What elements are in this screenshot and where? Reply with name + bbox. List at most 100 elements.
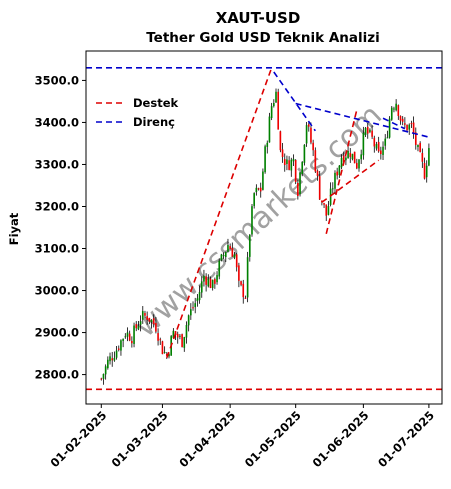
- candle-body: [408, 124, 411, 130]
- candle-body: [192, 307, 194, 309]
- candle-body: [257, 188, 260, 190]
- candle-body: [310, 127, 312, 143]
- candle-body: [144, 313, 146, 316]
- candle-body: [382, 146, 384, 155]
- chart-title: XAUT-USD: [216, 9, 301, 27]
- y-tick-label: 2900.0: [35, 326, 79, 340]
- candle-body: [133, 325, 135, 344]
- y-tick-label: 3400.0: [35, 115, 79, 129]
- candle-body: [338, 165, 341, 175]
- candle-body: [148, 317, 151, 322]
- candle-body: [161, 341, 164, 355]
- candle-body: [393, 108, 395, 110]
- candle-body: [218, 260, 221, 277]
- y-tick-label: 3300.0: [35, 157, 79, 171]
- candle-body: [273, 103, 275, 107]
- candle-body: [141, 311, 144, 320]
- candle-body: [233, 254, 236, 258]
- candle-body: [307, 124, 310, 127]
- candle-body: [196, 298, 199, 302]
- candle-body: [395, 103, 397, 111]
- candle-body: [305, 125, 308, 144]
- candle-body: [172, 330, 175, 338]
- candle-body: [131, 340, 133, 344]
- candle-body: [380, 150, 382, 155]
- candle-body: [312, 142, 314, 151]
- candle-body: [244, 297, 247, 299]
- candle-body: [176, 333, 179, 338]
- candle-body: [314, 150, 317, 172]
- candle-body: [194, 303, 197, 308]
- candle-body: [155, 323, 157, 332]
- x-tick-label: 01-04-2025: [176, 408, 238, 470]
- candle-body: [404, 123, 406, 125]
- candle-body: [190, 309, 192, 316]
- candle-body: [349, 153, 352, 158]
- candle-body: [259, 187, 262, 192]
- candle-body: [345, 157, 347, 161]
- candle-body: [222, 255, 225, 257]
- candle-body: [264, 146, 266, 173]
- candle-body: [377, 141, 380, 152]
- candle-body: [275, 91, 277, 103]
- candle-body: [248, 234, 251, 257]
- candle-body: [281, 149, 284, 158]
- candle-body: [157, 333, 159, 341]
- candle-body: [277, 91, 280, 130]
- candle-body: [290, 159, 293, 171]
- candle-body: [120, 340, 122, 351]
- candle-body: [203, 275, 205, 282]
- candle-body: [246, 257, 249, 298]
- candle-body: [179, 335, 181, 337]
- candle-body: [200, 281, 203, 293]
- x-tick-label: 01-06-2025: [310, 408, 372, 470]
- candle-body: [325, 204, 328, 216]
- candle-body: [342, 155, 345, 163]
- candle-body: [283, 159, 286, 166]
- candle-body: [262, 171, 264, 190]
- candle-body: [235, 254, 238, 268]
- candle-body: [406, 124, 408, 131]
- candle-body: [327, 206, 330, 215]
- candle-body: [286, 159, 288, 164]
- candle-body: [139, 321, 142, 325]
- candle-body: [294, 159, 297, 182]
- candle-body: [303, 144, 306, 163]
- candle-body: [124, 336, 127, 338]
- candle-body: [301, 162, 304, 174]
- candle-body: [318, 176, 321, 200]
- candle-body: [268, 116, 271, 143]
- candle-body: [399, 115, 402, 121]
- x-tick-label: 01-07-2025: [375, 408, 437, 470]
- candle-body: [231, 248, 234, 257]
- y-tick-label: 3100.0: [35, 242, 79, 256]
- candle-body: [266, 142, 269, 147]
- y-axis-label: Fiyat: [7, 212, 21, 245]
- plot-area: [100, 88, 430, 385]
- candle-body: [419, 142, 421, 153]
- candle-body: [425, 165, 428, 178]
- legend-label: Direnç: [133, 115, 175, 129]
- candle-body: [428, 148, 430, 166]
- candle-body: [421, 152, 424, 162]
- candle-body: [214, 279, 216, 284]
- candle-body: [270, 106, 273, 118]
- candle-body: [336, 171, 338, 176]
- candle-body: [100, 378, 103, 380]
- candle-body: [126, 332, 129, 337]
- candle-body: [220, 254, 223, 261]
- support-trend-line: [321, 159, 380, 203]
- watermark-layer: www.cssmarkets.com: [128, 98, 389, 344]
- candle-body: [253, 193, 255, 206]
- candle-body: [115, 350, 118, 358]
- candle-body: [109, 356, 111, 362]
- candle-body: [183, 337, 186, 348]
- support-trend-line: [166, 67, 273, 359]
- candle-body: [150, 319, 153, 322]
- candle-body: [366, 126, 369, 134]
- candle-body: [135, 324, 138, 329]
- candle-body: [410, 123, 413, 125]
- candle-body: [364, 127, 367, 135]
- candle-body: [187, 315, 190, 326]
